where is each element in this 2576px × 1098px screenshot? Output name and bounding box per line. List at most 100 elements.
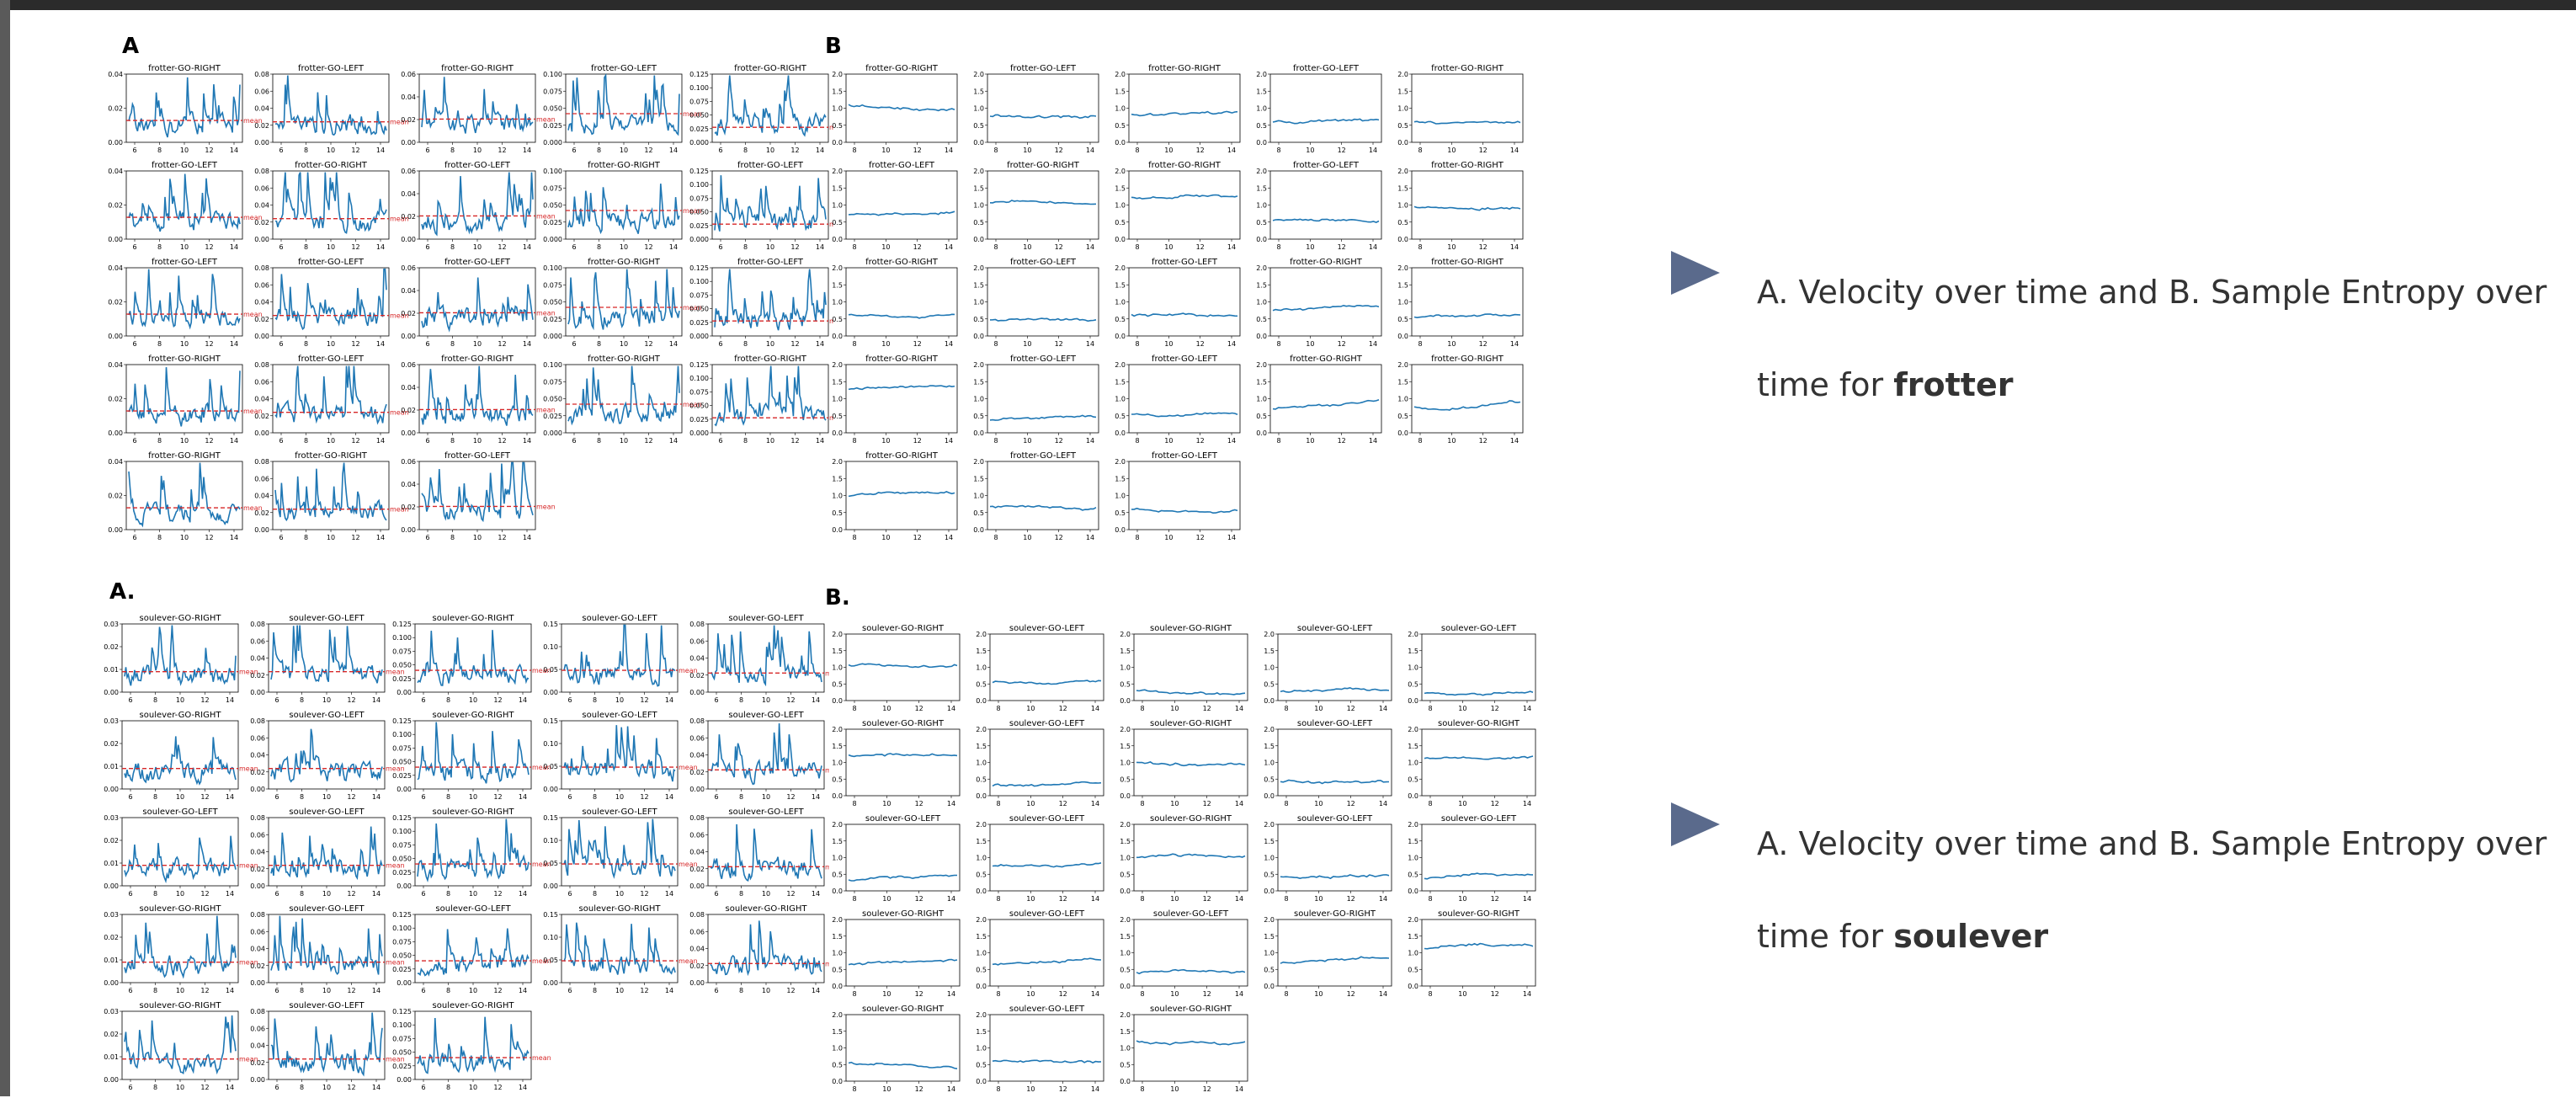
y-tick-label: 0.025 xyxy=(392,1063,412,1070)
y-tick-label: 0.00 xyxy=(397,979,412,987)
x-tick-label: 10 xyxy=(176,890,184,898)
x-tick-label: 14 xyxy=(812,890,820,898)
mean-label: mean xyxy=(239,765,258,773)
mean-label: mean xyxy=(243,311,263,318)
x-tick-label: 12 xyxy=(790,243,799,251)
bullet-subject: soulever xyxy=(1893,918,2049,955)
y-tick-label: 2.0 xyxy=(832,71,843,78)
y-tick-label: 0.0 xyxy=(1264,983,1275,990)
x-tick-label: 6 xyxy=(279,243,283,251)
x-tick-label: 12 xyxy=(498,147,506,154)
x-tick-label: 10 xyxy=(615,793,624,801)
x-tick-label: 8 xyxy=(1135,534,1139,541)
x-tick-label: 12 xyxy=(351,243,359,251)
subplot: frotter-GO-LEFT 0.0 0.5 1.0 1.5 2.0 8 10 12 14 xyxy=(1256,64,1382,154)
y-tick-label: 0.5 xyxy=(973,316,984,323)
y-tick-label: 1.5 xyxy=(1264,648,1275,655)
x-tick-label: 14 xyxy=(230,437,238,445)
subplot: soulever-GO-LEFT 0.00 0.05 0.10 0.15 6 8 10 12 14… xyxy=(543,614,698,704)
y-tick-label: 2.0 xyxy=(1120,631,1131,638)
y-tick-label: 0.5 xyxy=(1256,413,1267,420)
x-tick-label: 10 xyxy=(469,890,477,898)
x-tick-label: 10 xyxy=(615,696,624,704)
x-tick-label: 10 xyxy=(1026,990,1035,998)
x-tick-label: 8 xyxy=(1428,990,1432,998)
plot-frame xyxy=(845,824,961,892)
y-tick-label: 0.06 xyxy=(401,71,416,78)
y-tick-label: 0.100 xyxy=(392,925,412,932)
subplot-title: frotter-GO-LEFT xyxy=(1293,161,1360,170)
velocity-figure-soulever: soulever-GO-RIGHT 0.00 0.01 0.02 0.03 6 8 10 12 1… xyxy=(97,609,844,1093)
x-tick-label: 10 xyxy=(1458,705,1466,712)
y-tick-label: 1.5 xyxy=(832,281,843,289)
x-tick-label: 12 xyxy=(644,437,652,445)
series-line xyxy=(567,269,680,331)
x-tick-label: 8 xyxy=(1140,990,1144,998)
plot-frame xyxy=(272,461,390,530)
x-tick-label: 12 xyxy=(786,890,795,898)
y-tick-label: 0.0 xyxy=(1120,983,1131,990)
y-tick-label: 0.5 xyxy=(1120,680,1131,688)
subplot: frotter-GO-LEFT 0.0 0.5 1.0 1.5 2.0 8 10 12 14 xyxy=(973,451,1099,541)
x-tick-label: 12 xyxy=(200,696,209,704)
y-tick-label: 0.050 xyxy=(543,202,562,210)
x-tick-label: 8 xyxy=(153,696,157,704)
y-tick-label: 0.00 xyxy=(254,139,269,147)
series-line xyxy=(992,680,1102,685)
x-tick-label: 6 xyxy=(279,340,283,348)
subplot-title: soulever-GO-RIGHT xyxy=(140,1001,222,1010)
y-tick-label: 0.125 xyxy=(392,1008,412,1015)
y-tick-label: 0.00 xyxy=(397,689,412,696)
subplot: frotter-GO-LEFT 0.0 0.5 1.0 1.5 2.0 8 10 12 14 xyxy=(973,64,1099,154)
x-tick-label: 12 xyxy=(640,696,648,704)
subplot-title: frotter-GO-RIGHT xyxy=(148,451,221,461)
x-tick-label: 10 xyxy=(1164,243,1173,251)
y-tick-label: 0.08 xyxy=(689,814,705,822)
y-tick-label: 1.0 xyxy=(1264,950,1275,957)
series-line xyxy=(1131,312,1238,317)
x-tick-label: 10 xyxy=(176,1084,184,1091)
x-tick-label: 14 xyxy=(1379,705,1387,712)
series-line xyxy=(1272,218,1380,223)
x-tick-label: 10 xyxy=(1026,895,1035,903)
x-tick-label: 8 xyxy=(1284,895,1288,903)
x-tick-label: 8 xyxy=(996,705,1000,712)
y-tick-label: 0.00 xyxy=(397,1076,412,1084)
x-tick-label: 8 xyxy=(996,895,1000,903)
x-tick-label: 14 xyxy=(523,437,531,445)
x-tick-label: 8 xyxy=(304,147,308,154)
y-tick-label: 0.02 xyxy=(250,962,265,970)
subplot-title: frotter-GO-RIGHT xyxy=(1431,354,1504,364)
y-tick-label: 0.05 xyxy=(543,860,558,867)
y-tick-label: 0.5 xyxy=(832,776,843,783)
y-tick-label: 1.5 xyxy=(832,743,843,750)
x-tick-label: 14 xyxy=(376,147,385,154)
mean-label: mean xyxy=(536,115,556,123)
x-tick-label: 8 xyxy=(852,147,856,154)
subplot-title: soulever-GO-LEFT xyxy=(289,711,365,720)
subplot: frotter-GO-RIGHT 0.0 0.5 1.0 1.5 2.0 8 10 12 14 xyxy=(1397,354,1524,445)
y-tick-label: 0.075 xyxy=(543,281,562,289)
x-tick-label: 10 xyxy=(180,147,189,154)
series-line xyxy=(992,957,1102,966)
x-tick-label: 10 xyxy=(881,534,890,541)
x-tick-label: 14 xyxy=(1235,1085,1243,1093)
subplot-title: soulever-GO-LEFT xyxy=(289,614,365,623)
subplot-title: soulever-GO-RIGHT xyxy=(862,719,945,728)
mean-label: mean xyxy=(532,957,551,965)
x-tick-label: 6 xyxy=(714,890,718,898)
x-tick-label: 12 xyxy=(1338,147,1346,154)
y-tick-label: 0.0 xyxy=(832,429,843,437)
x-tick-label: 14 xyxy=(226,793,234,801)
subplot-title: soulever-GO-RIGHT xyxy=(726,904,808,914)
plot-frame xyxy=(121,914,239,983)
plot-frame xyxy=(418,461,536,530)
y-tick-label: 1.0 xyxy=(1120,855,1131,862)
subplot: soulever-GO-LEFT 0.0 0.5 1.0 1.5 2.0 8 10 12 14 xyxy=(976,909,1104,998)
y-tick-label: 0.0 xyxy=(1408,983,1418,990)
x-tick-label: 10 xyxy=(1023,243,1031,251)
x-tick-label: 10 xyxy=(1164,340,1173,348)
series-line xyxy=(270,915,383,976)
y-tick-label: 0.050 xyxy=(392,952,412,960)
y-tick-label: 0.5 xyxy=(976,776,987,783)
